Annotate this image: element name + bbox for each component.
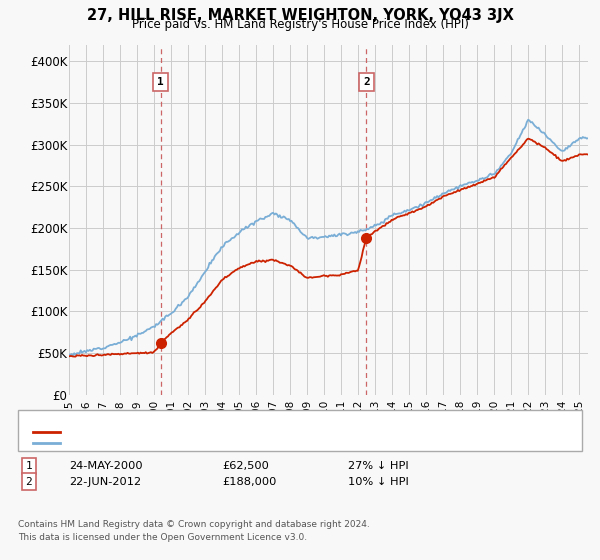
Text: Contains HM Land Registry data © Crown copyright and database right 2024.: Contains HM Land Registry data © Crown c… <box>18 520 370 529</box>
Text: HPI: Average price, detached house, East Riding of Yorkshire: HPI: Average price, detached house, East… <box>66 438 368 448</box>
Text: £62,500: £62,500 <box>222 461 269 471</box>
Text: 27, HILL RISE, MARKET WEIGHTON, YORK, YO43 3JX: 27, HILL RISE, MARKET WEIGHTON, YORK, YO… <box>86 8 514 24</box>
Text: 2: 2 <box>363 77 370 87</box>
Text: 10% ↓ HPI: 10% ↓ HPI <box>348 477 409 487</box>
Text: 22-JUN-2012: 22-JUN-2012 <box>69 477 141 487</box>
Text: £188,000: £188,000 <box>222 477 277 487</box>
Text: 1: 1 <box>25 461 32 471</box>
Text: This data is licensed under the Open Government Licence v3.0.: This data is licensed under the Open Gov… <box>18 533 307 542</box>
Text: Price paid vs. HM Land Registry's House Price Index (HPI): Price paid vs. HM Land Registry's House … <box>131 18 469 31</box>
Text: 24-MAY-2000: 24-MAY-2000 <box>69 461 143 471</box>
Text: 2: 2 <box>25 477 32 487</box>
Text: 1: 1 <box>157 77 164 87</box>
Text: 27% ↓ HPI: 27% ↓ HPI <box>348 461 409 471</box>
Text: 27, HILL RISE, MARKET WEIGHTON, YORK, YO43 3JX (detached house): 27, HILL RISE, MARKET WEIGHTON, YORK, YO… <box>66 427 413 437</box>
